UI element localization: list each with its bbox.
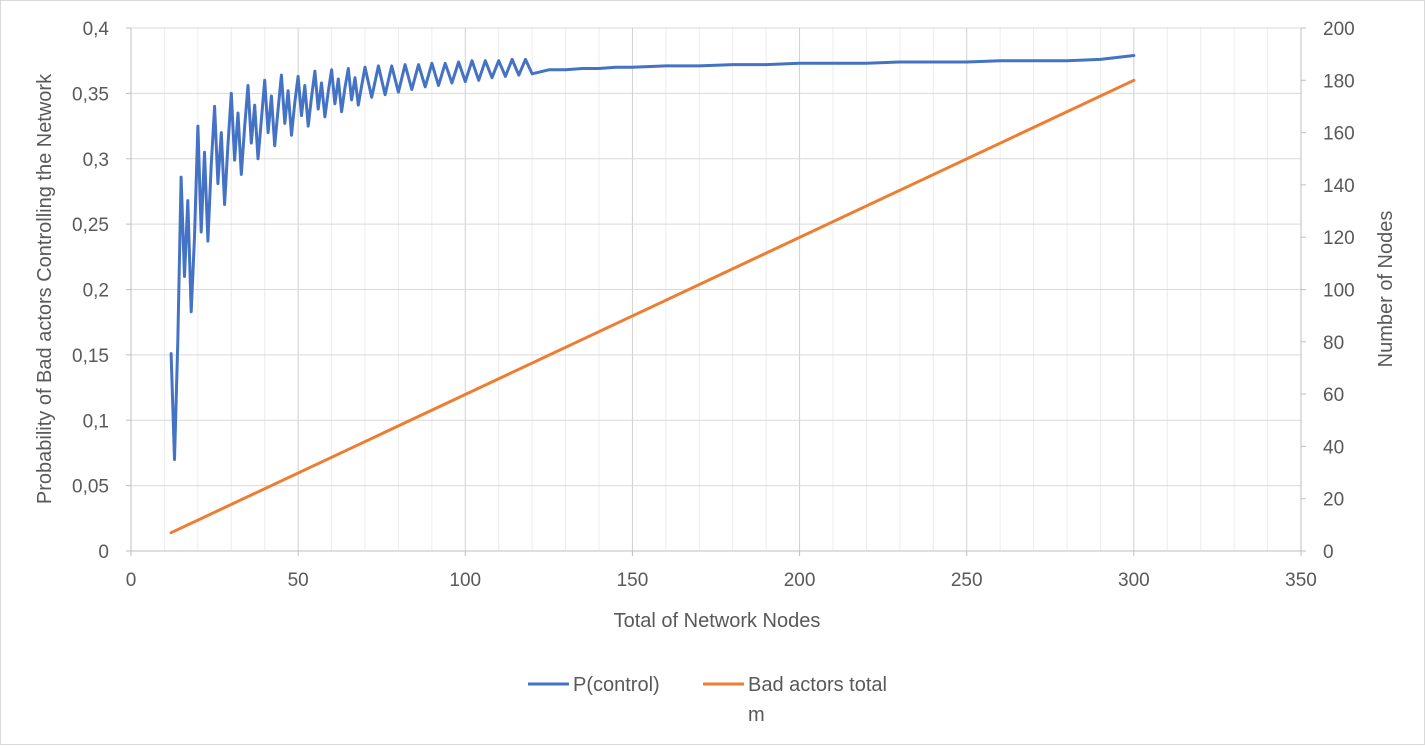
legend-label-p-control: P(control) [573,674,660,696]
y-tick-label-left: 0,1 [83,411,109,432]
y-tick-label-right: 80 [1323,333,1344,354]
x-axis-title: Total of Network Nodes [614,610,821,632]
series-line-bad-actors [169,78,1136,535]
y-tick-label-right: 100 [1323,281,1355,302]
y-tick-label-left: 0,2 [83,281,109,302]
series-line-p-control [169,54,1136,461]
series-lines [169,54,1136,535]
y-tick-label-right: 20 [1323,490,1344,511]
y-tick-label-right: 180 [1323,71,1355,92]
x-tick-label: 250 [951,570,983,591]
y-tick-label-right: 120 [1323,228,1355,249]
y-tick-label-left: 0,05 [72,477,109,498]
legend-label-bad-actors: Bad actors total [748,674,887,696]
y-tick-label-right: 0 [1323,542,1334,563]
legend-label-bad-actors-wrap: m [748,704,765,726]
y-tick-label-left: 0,15 [72,346,109,367]
axes [126,27,1306,556]
y-tick-label-right: 40 [1323,437,1344,458]
grid-lines [131,27,1302,551]
y-tick-label-right: 140 [1323,176,1355,197]
y-tick-label-left: 0,35 [72,84,109,105]
y-tick-label-right: 160 [1323,124,1355,145]
tick-labels: 0 50 100 150 200 250 300 35000,050,10,150,20,25… [72,19,1355,591]
legend: P(control) Bad actors total m [528,674,887,726]
y-tick-label-right: 200 [1323,19,1355,40]
x-tick-label: 150 [617,570,649,591]
y-tick-label-left: 0,3 [83,150,109,171]
x-tick-label: 100 [449,570,481,591]
y-axis-title-left: Probability of Bad actors Controlling th… [34,73,56,504]
x-tick-label: 350 [1285,570,1317,591]
y-tick-label-left: 0,25 [72,215,109,236]
y-tick-label-right: 60 [1323,385,1344,406]
y-tick-label-left: 0 [98,542,109,563]
x-tick-label: 300 [1118,570,1150,591]
y-axis-title-right: Number of Nodes [1375,211,1397,368]
x-tick-label: 50 [288,570,309,591]
y-tick-label-left: 0,4 [83,19,110,40]
x-tick-label: 0 [126,570,137,591]
x-tick-label: 200 [784,570,816,591]
